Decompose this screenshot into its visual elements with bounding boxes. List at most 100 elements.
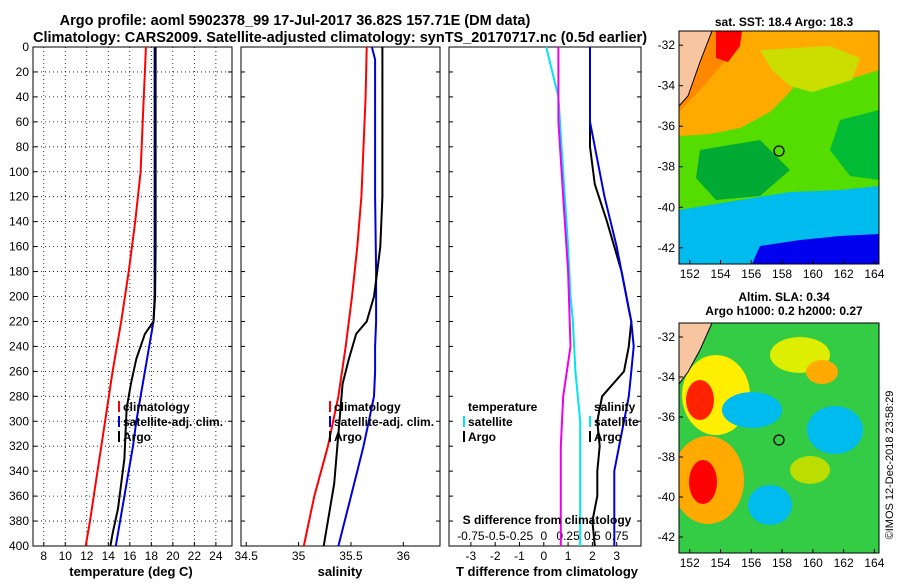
x-tick-label: 36 (397, 549, 411, 563)
depth-tick-label: 380 (9, 514, 29, 528)
s-diff-tick-label: 0 (540, 529, 547, 543)
map-x-tick-label: 164 (864, 267, 884, 281)
map-y-tick-label: -34 (658, 370, 676, 384)
series-t-climatology (557, 47, 572, 546)
s-diff-tick-label: 0.25 (556, 529, 580, 543)
map-y-tick-label: -42 (658, 241, 676, 255)
x-tick-label: 0 (540, 549, 547, 563)
sla-low-east (807, 406, 863, 454)
sla-low-west (722, 392, 782, 428)
salinity-series (302, 46, 384, 547)
difference-series (545, 46, 635, 547)
sla-argo-marker (773, 434, 785, 446)
map-x-tick-label: 162 (834, 267, 854, 281)
map-x-tick-label: 156 (741, 267, 761, 281)
s-diff-tick-label: -0.75 (457, 529, 485, 543)
series-t-argo (589, 47, 633, 547)
depth-tick-label: 320 (9, 439, 29, 453)
sst-hot-spot (716, 31, 742, 62)
depth-tick-label: 120 (9, 190, 29, 204)
x-tick-label: 35.5 (339, 549, 363, 563)
legend-heading-temperature: temperature (468, 400, 538, 414)
map-x-tick-label: 164 (864, 556, 884, 570)
s-difference-axis-label: S difference from climatology (463, 513, 632, 527)
map-y-tick-label: -40 (658, 200, 676, 214)
legend-label-satellite: satellite-adj. clim. (123, 415, 223, 429)
legend-heading-salinity: salinity (594, 400, 636, 414)
map-y-tick-label: -32 (658, 330, 676, 344)
depth-tick-label: 220 (9, 314, 29, 328)
sla-peak-south (689, 460, 717, 504)
map-x-tick-label: 152 (680, 267, 700, 281)
depth-tick-label: 240 (9, 339, 29, 353)
depth-tick-label: 400 (9, 539, 29, 553)
sla-map-axes: 152 154 156 158 160 162 164 -32 -34 -36 -38 -40 -42 (658, 330, 885, 570)
sla-low-south (748, 485, 792, 525)
map-x-tick-label: 160 (803, 556, 823, 570)
map-y-tick-label: -34 (658, 79, 676, 93)
series-argo (109, 47, 157, 547)
depth-tick-label: 100 (9, 165, 29, 179)
sla-coastline (679, 323, 713, 385)
sla-peak-northeast (806, 360, 838, 384)
temperature-axis-label: temperature (deg C) (69, 564, 193, 579)
depth-tick-label: 80 (16, 140, 30, 154)
legend-label-climatology: climatology (123, 400, 190, 414)
salinity-axis-label: salinity (318, 564, 364, 579)
map-y-tick-label: -36 (658, 119, 676, 133)
legend-label-satellite: satellite-adj. clim. (334, 415, 434, 429)
map-x-tick-label: 160 (803, 267, 823, 281)
map-y-tick-label: -32 (658, 38, 676, 52)
x-tick-label: -2 (490, 549, 501, 563)
depth-tick-label: 180 (9, 265, 29, 279)
salinity-panel-frame (240, 46, 441, 547)
sla-mid-high (790, 456, 830, 484)
map-y-tick-label: -38 (658, 450, 676, 464)
x-tick-label: -1 (514, 549, 525, 563)
sla-map (679, 323, 879, 553)
temperature-legend: climatology satellite-adj. clim. Argo (118, 400, 223, 444)
depth-tick-label: 160 (9, 240, 29, 254)
series-satellite-adj-clim- (337, 46, 378, 547)
sst-map-title: sat. SST: 18.4 Argo: 18.3 (715, 15, 854, 29)
salinity-x-axis: 34.5 35 35.5 36 (235, 542, 411, 563)
t-difference-axis-label: T difference from climatology (456, 564, 639, 579)
map-x-tick-label: 154 (711, 267, 731, 281)
depth-tick-label: 340 (9, 464, 29, 478)
series-climatology (84, 46, 147, 547)
sla-map-title-2: Argo h1000: 0.2 h2000: 0.27 (705, 304, 863, 318)
title-line-1: Argo profile: aoml 5902378_99 17-Jul-201… (60, 13, 531, 29)
x-tick-label: 8 (40, 549, 47, 563)
salinity-legend: climatology satellite-adj. clim. Argo (329, 400, 434, 444)
sst-map-axes: 152 154 156 158 160 162 164 -32 -34 -36 -38 -40 -42 (658, 38, 885, 281)
x-tick-label: 1 (565, 549, 572, 563)
x-tick-label: 34.5 (235, 549, 259, 563)
legend-label-climatology: climatology (334, 400, 401, 414)
x-tick-label: -3 (466, 549, 477, 563)
x-tick-label: 10 (59, 549, 73, 563)
difference-panel-frame (448, 46, 642, 547)
map-x-tick-label: 156 (741, 556, 761, 570)
temperature-x-axis: 8 10 12 14 16 18 20 22 24 (40, 542, 223, 563)
sla-map-frame (678, 322, 880, 554)
x-tick-label: 12 (80, 549, 94, 563)
title-line-2: Climatology: CARS2009. Satellite-adjuste… (33, 30, 647, 46)
sst-yellow-patch (760, 46, 860, 92)
temperature-panel-frame (32, 46, 233, 547)
sst-coastline (679, 31, 713, 107)
legend-label-s-argo: Argo (594, 430, 622, 444)
map-x-tick-label: 158 (772, 267, 792, 281)
s-diff-tick-label: 0.5 (584, 529, 601, 543)
series-t-satellite (545, 46, 582, 546)
temperature-series (84, 46, 157, 547)
map-x-tick-label: 162 (834, 556, 854, 570)
s-diff-tick-label: -0.5 (485, 529, 506, 543)
map-x-tick-label: 154 (711, 556, 731, 570)
series-argo (322, 47, 384, 547)
difference-x-axis: -3 -2 -1 0 1 2 3 (466, 542, 620, 563)
depth-tick-label: 40 (16, 90, 30, 104)
x-tick-label: 20 (166, 549, 180, 563)
map-x-tick-label: 152 (680, 556, 700, 570)
